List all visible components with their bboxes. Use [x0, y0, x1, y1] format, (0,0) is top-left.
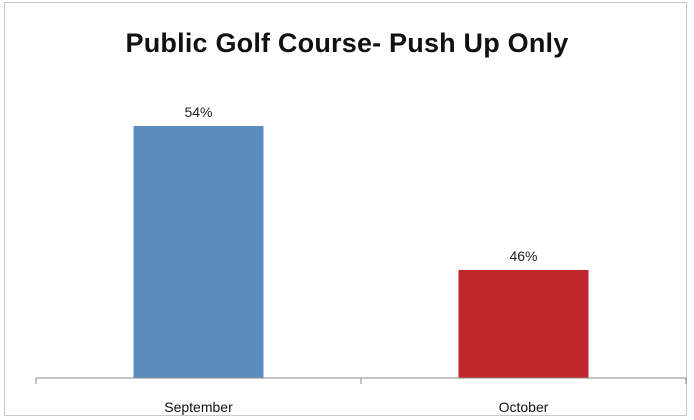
x-axis	[35, 377, 687, 384]
x-tick-label-october: October	[499, 399, 549, 415]
data-label-september: 54%	[184, 104, 212, 120]
bar-october	[458, 270, 589, 378]
labels-layer: 54% September 46% October	[164, 104, 548, 415]
data-label-october: 46%	[509, 248, 537, 264]
chart-title: Public Golf Course- Push Up Only	[125, 28, 569, 58]
bars-layer	[133, 126, 589, 378]
bar-september	[133, 126, 264, 378]
x-tick-label-september: September	[164, 399, 233, 415]
chart-frame	[4, 2, 687, 416]
